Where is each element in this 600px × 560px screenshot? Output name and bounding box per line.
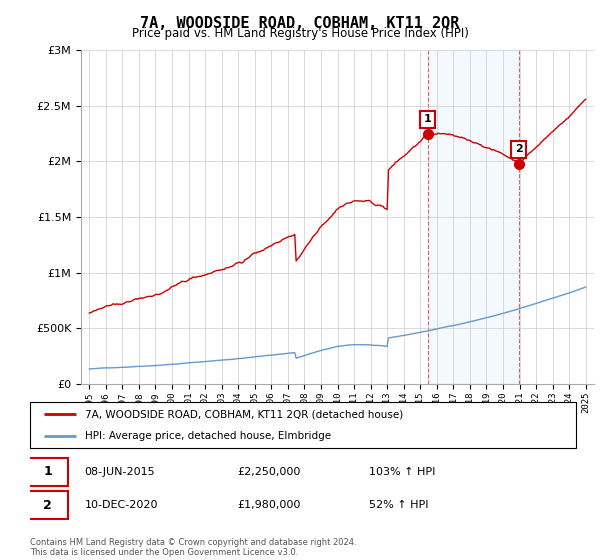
Text: 10-DEC-2020: 10-DEC-2020 [85, 501, 158, 510]
Text: 08-JUN-2015: 08-JUN-2015 [85, 467, 155, 477]
Text: 2: 2 [515, 144, 523, 154]
Text: 1: 1 [43, 465, 52, 478]
Text: Contains HM Land Registry data © Crown copyright and database right 2024.
This d: Contains HM Land Registry data © Crown c… [30, 538, 356, 557]
Text: £1,980,000: £1,980,000 [238, 501, 301, 510]
Bar [428, 50, 518, 384]
FancyBboxPatch shape [27, 458, 68, 486]
Text: 52% ↑ HPI: 52% ↑ HPI [368, 501, 428, 510]
FancyBboxPatch shape [30, 402, 576, 448]
Text: 7A, WOODSIDE ROAD, COBHAM, KT11 2QR: 7A, WOODSIDE ROAD, COBHAM, KT11 2QR [140, 16, 460, 31]
Text: Price paid vs. HM Land Registry's House Price Index (HPI): Price paid vs. HM Land Registry's House … [131, 27, 469, 40]
Text: £2,250,000: £2,250,000 [238, 467, 301, 477]
Text: 7A, WOODSIDE ROAD, COBHAM, KT11 2QR (detached house): 7A, WOODSIDE ROAD, COBHAM, KT11 2QR (det… [85, 409, 403, 419]
Text: 2: 2 [43, 499, 52, 512]
Text: HPI: Average price, detached house, Elmbridge: HPI: Average price, detached house, Elmb… [85, 431, 331, 441]
FancyBboxPatch shape [27, 492, 68, 520]
Text: 103% ↑ HPI: 103% ↑ HPI [368, 467, 435, 477]
Text: 1: 1 [424, 114, 431, 124]
